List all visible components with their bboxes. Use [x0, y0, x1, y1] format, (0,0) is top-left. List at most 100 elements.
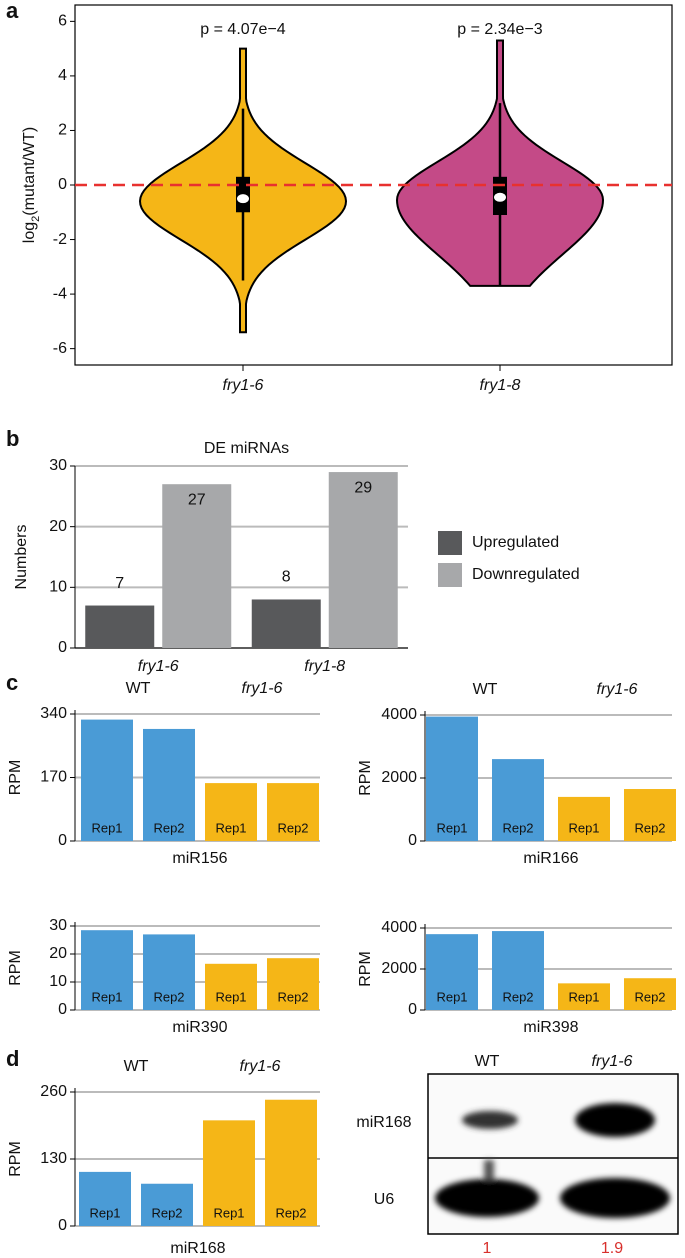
y-tick-label: -6: [53, 340, 67, 357]
x-axis-label: miR156: [172, 850, 227, 867]
band: [575, 1103, 655, 1137]
y-tick-label: 4000: [381, 706, 417, 723]
y-tick-label: 260: [40, 1083, 67, 1100]
x-tick-label: fry1-6: [138, 658, 179, 675]
bar-label: Rep2: [277, 820, 308, 835]
y-tick-label: 0: [408, 832, 417, 849]
bands: [435, 1103, 670, 1218]
bar-label: Rep1: [215, 820, 246, 835]
value-label: 29: [354, 479, 372, 496]
bar: [205, 963, 257, 1010]
y-tick-label: 130: [40, 1150, 67, 1167]
bar: [141, 1183, 193, 1226]
y-tick-label: 20: [49, 518, 67, 535]
bar: [328, 472, 398, 648]
legend-swatch: [438, 563, 462, 587]
bar: [265, 1099, 317, 1226]
group-label: WT: [126, 680, 151, 697]
bar-label: Rep1: [436, 989, 467, 1004]
bar-label: Rep1: [215, 989, 246, 1004]
bar: [624, 789, 676, 841]
y-tick-label: 2: [58, 122, 67, 139]
y-axis-label-part: 2: [30, 216, 42, 222]
group-label: fry1-6: [597, 681, 638, 698]
y-tick-label: 2000: [381, 960, 417, 977]
band: [435, 1179, 539, 1217]
bar-label: Rep1: [89, 1205, 120, 1220]
bar: [267, 783, 319, 841]
bar: [81, 930, 133, 1010]
blot-column: fry1-6: [592, 1053, 633, 1070]
panel-label: c: [6, 670, 18, 695]
bar: [205, 783, 257, 841]
y-tick-label: 20: [49, 945, 67, 962]
bar-label: Rep2: [275, 1205, 306, 1220]
y-tick-label: -2: [53, 231, 67, 248]
x-axis-label: miR166: [523, 850, 578, 867]
legend-label: Downregulated: [472, 566, 580, 583]
band: [560, 1178, 670, 1218]
y-tick-label: 0: [408, 1001, 417, 1018]
bar: [143, 934, 195, 1010]
bar: [85, 605, 155, 648]
y-tick-label: 6: [58, 13, 67, 30]
y-axis-label: RPM: [7, 1141, 24, 1177]
panel-label: d: [6, 1046, 19, 1071]
bar-label: Rep1: [436, 820, 467, 835]
y-axis-label: RPM: [7, 950, 24, 986]
bar: [79, 1171, 131, 1226]
value-label: 27: [188, 491, 206, 508]
bar-label: Rep1: [213, 1205, 244, 1220]
bar-label: Rep2: [634, 989, 665, 1004]
y-axis-label-part: (mutant/WT): [21, 127, 38, 216]
bar: [492, 759, 544, 841]
bar-label: Rep2: [634, 820, 665, 835]
bar: [267, 958, 319, 1010]
blot-quant: 1.9: [601, 1240, 623, 1257]
panel-label: a: [6, 0, 19, 23]
bar-label: Rep2: [153, 820, 184, 835]
group-label: WT: [124, 1058, 149, 1075]
x-axis-label: miR398: [523, 1019, 578, 1036]
y-tick-label: 0: [58, 1217, 67, 1234]
legend-swatch: [438, 531, 462, 555]
y-tick-label: 0: [58, 639, 67, 656]
bar: [492, 931, 544, 1010]
y-tick-label: 10: [49, 973, 67, 990]
bar-label: Rep1: [91, 989, 122, 1004]
value-label: 7: [115, 575, 124, 592]
y-tick-label: -4: [53, 285, 67, 302]
annotation: p = 4.07e−4: [200, 21, 286, 38]
bar: [426, 716, 478, 841]
bar-label: Rep1: [568, 989, 599, 1004]
x-axis-label: miR168: [170, 1240, 225, 1257]
y-tick-label: 0: [58, 832, 67, 849]
y-axis-label: RPM: [7, 760, 24, 796]
group-label: fry1-6: [240, 1058, 281, 1075]
bar: [162, 484, 232, 648]
median: [237, 194, 249, 204]
bar-label: Rep2: [502, 820, 533, 835]
band: [462, 1111, 518, 1129]
x-tick-label: fry1-6: [223, 377, 264, 394]
bar: [624, 978, 676, 1010]
y-axis-label: log2(mutant/WT): [21, 127, 42, 243]
bar-label: Rep1: [568, 820, 599, 835]
group-label: fry1-6: [242, 680, 283, 697]
bar: [558, 796, 610, 841]
bar: [81, 719, 133, 841]
bar: [558, 983, 610, 1010]
group-label: WT: [473, 681, 498, 698]
y-tick-label: 340: [40, 705, 67, 722]
blot-row: U6: [374, 1191, 395, 1208]
blot: WT fry1-6 miR168 U6 1 1.9: [356, 1053, 679, 1257]
value-label: 8: [282, 569, 291, 586]
blot-quant: 1: [483, 1240, 492, 1257]
chart-title: DE miRNAs: [204, 440, 289, 457]
bar: [203, 1120, 255, 1226]
bar-label: Rep1: [91, 820, 122, 835]
bar-label: Rep2: [153, 989, 184, 1004]
y-tick-label: 170: [40, 769, 67, 786]
y-tick-label: 30: [49, 917, 67, 934]
annotation: p = 2.34e−3: [457, 21, 543, 38]
